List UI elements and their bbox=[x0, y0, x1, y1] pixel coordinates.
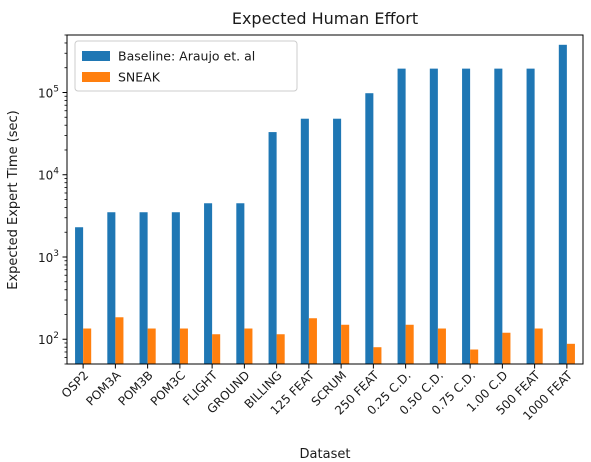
bar-baseline bbox=[171, 212, 180, 364]
bar-baseline bbox=[204, 203, 213, 364]
x-tick-label: POM3B bbox=[115, 368, 155, 408]
y-tick-label: 105 bbox=[38, 84, 59, 100]
bar-baseline bbox=[107, 212, 116, 364]
legend-label: SNEAK bbox=[118, 70, 161, 85]
bar-baseline bbox=[365, 93, 374, 365]
bar-baseline bbox=[558, 44, 567, 365]
bar-sneak bbox=[534, 328, 543, 364]
bar-sneak bbox=[308, 318, 317, 364]
bar-sneak bbox=[373, 347, 382, 364]
bar-sneak bbox=[244, 328, 253, 364]
bar-sneak bbox=[212, 334, 221, 364]
y-axis-label: Expected Expert Time (sec) bbox=[6, 110, 21, 290]
bar-baseline bbox=[236, 203, 245, 364]
bar-sneak bbox=[83, 328, 92, 364]
bar-baseline bbox=[526, 68, 535, 364]
y-axis: 102 103 104 105 bbox=[38, 34, 67, 365]
bar-baseline bbox=[139, 212, 148, 364]
y-tick-label: 102 bbox=[38, 331, 59, 347]
bar-baseline bbox=[333, 118, 342, 365]
bar-sneak bbox=[470, 349, 479, 364]
bar-sneak bbox=[341, 324, 350, 364]
bar-sneak bbox=[437, 328, 446, 364]
bar-sneak bbox=[566, 343, 575, 364]
legend: Baseline: Araujo et. al SNEAK bbox=[74, 40, 298, 92]
x-axis-label: Dataset bbox=[300, 447, 351, 462]
bar-sneak bbox=[405, 324, 414, 364]
bar-baseline bbox=[268, 132, 277, 364]
y-tick-label: 103 bbox=[38, 249, 59, 265]
bar-baseline bbox=[429, 68, 438, 364]
bar-baseline bbox=[75, 227, 84, 364]
x-axis: OSP2POM3APOM3BPOM3CFLIGHTGROUNDBILLING12… bbox=[59, 364, 575, 423]
y-tick-label: 104 bbox=[38, 167, 59, 183]
bar-sneak bbox=[147, 328, 156, 364]
x-tick-label: POM3C bbox=[148, 368, 188, 408]
bar-baseline bbox=[300, 118, 309, 365]
bar-sneak bbox=[276, 334, 285, 364]
legend-box bbox=[74, 40, 298, 92]
legend-swatch bbox=[82, 72, 110, 82]
bar-baseline bbox=[462, 68, 471, 364]
bars bbox=[75, 44, 575, 365]
bar-sneak bbox=[502, 332, 511, 364]
bar-sneak bbox=[179, 328, 188, 364]
bar-baseline bbox=[494, 68, 503, 364]
chart-title: Expected Human Effort bbox=[232, 9, 418, 28]
legend-label: Baseline: Araujo et. al bbox=[118, 49, 255, 64]
bar-sneak bbox=[115, 317, 124, 364]
legend-swatch bbox=[82, 51, 110, 61]
bar-baseline bbox=[397, 68, 406, 364]
